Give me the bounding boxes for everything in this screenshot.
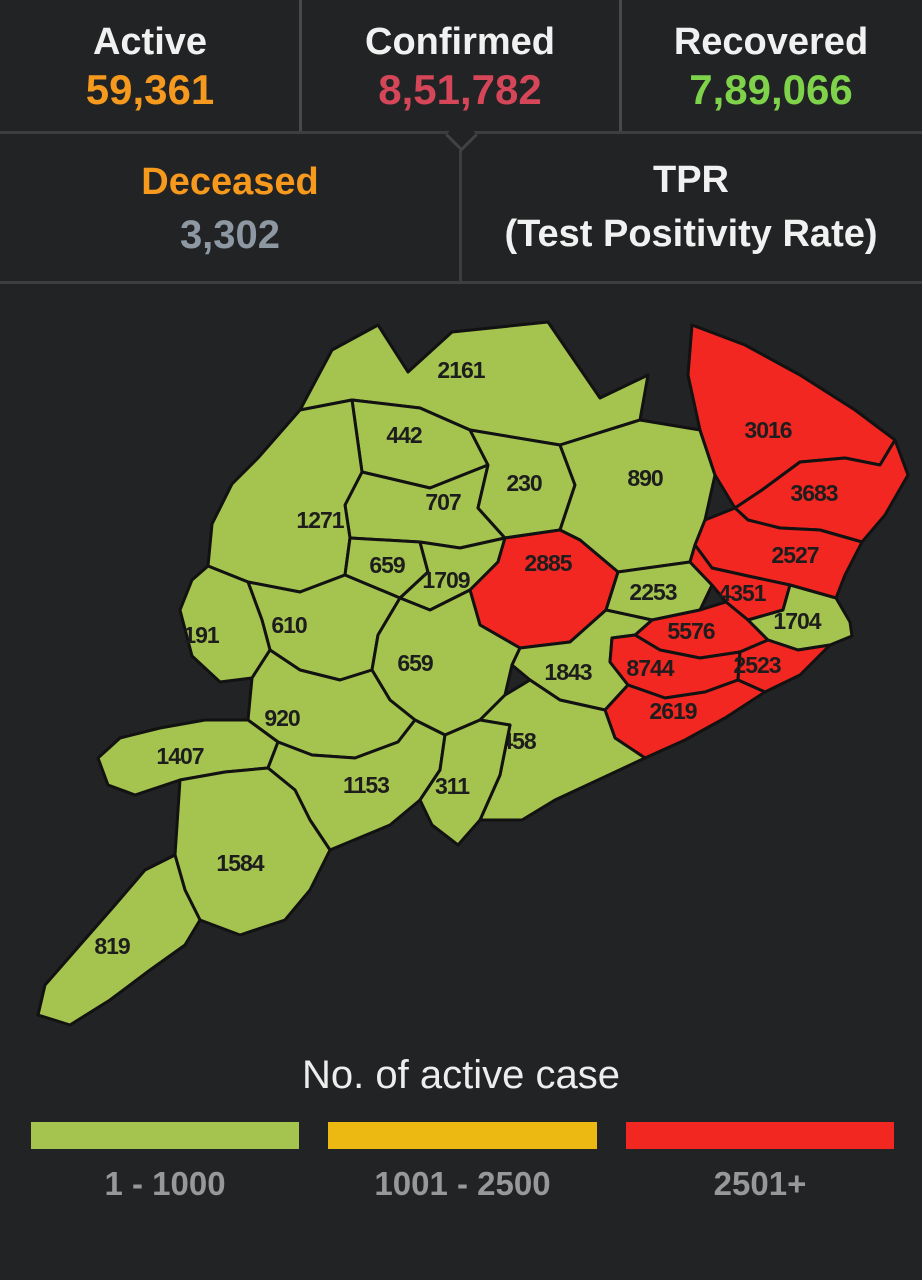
stats-row: Active 59,361 Confirmed 8,51,782 Recover… [0, 0, 922, 133]
deceased-label: Deceased [141, 161, 319, 204]
legend-label-high: 2501+ [713, 1165, 807, 1202]
confirmed-value: 8,51,782 [378, 65, 542, 113]
active-label: Active [92, 20, 208, 63]
deceased-value: 3,302 [179, 212, 281, 257]
tab-tpr[interactable]: TPR (Test Positivity Rate) [460, 134, 922, 282]
district-shape[interactable] [418, 718, 512, 847]
active-value: 59,361 [85, 65, 215, 113]
district-shape[interactable] [178, 564, 272, 684]
divider [459, 150, 462, 283]
tab-deceased[interactable]: Deceased 3,302 [0, 134, 460, 282]
divider [619, 0, 622, 131]
recovered-value: 7,89,066 [689, 65, 853, 113]
legend-label-low: 1 - 1000 [104, 1165, 226, 1202]
tpr-label: TPR [653, 159, 729, 202]
recovered-label: Recovered [673, 20, 869, 63]
legend-title: No. of active case [302, 1053, 620, 1097]
divider [0, 281, 922, 284]
district-shape[interactable] [36, 853, 202, 1027]
stat-card-recovered[interactable]: Recovered 7,89,066 [620, 0, 922, 133]
stat-card-confirmed[interactable]: Confirmed 8,51,782 [300, 0, 620, 133]
legend-swatch-mid [328, 1122, 597, 1149]
district-shape[interactable] [206, 398, 364, 594]
divider [299, 0, 302, 131]
legend-swatch-high [626, 1122, 894, 1149]
district-shape[interactable] [736, 638, 832, 694]
legend-swatch-low [31, 1122, 299, 1149]
stat-card-active[interactable]: Active 59,361 [0, 0, 300, 133]
legend-label-mid: 1001 - 2500 [374, 1165, 551, 1202]
confirmed-label: Confirmed [365, 20, 555, 63]
district-shape[interactable] [173, 766, 332, 937]
tpr-sublabel: (Test Positivity Rate) [504, 213, 878, 255]
